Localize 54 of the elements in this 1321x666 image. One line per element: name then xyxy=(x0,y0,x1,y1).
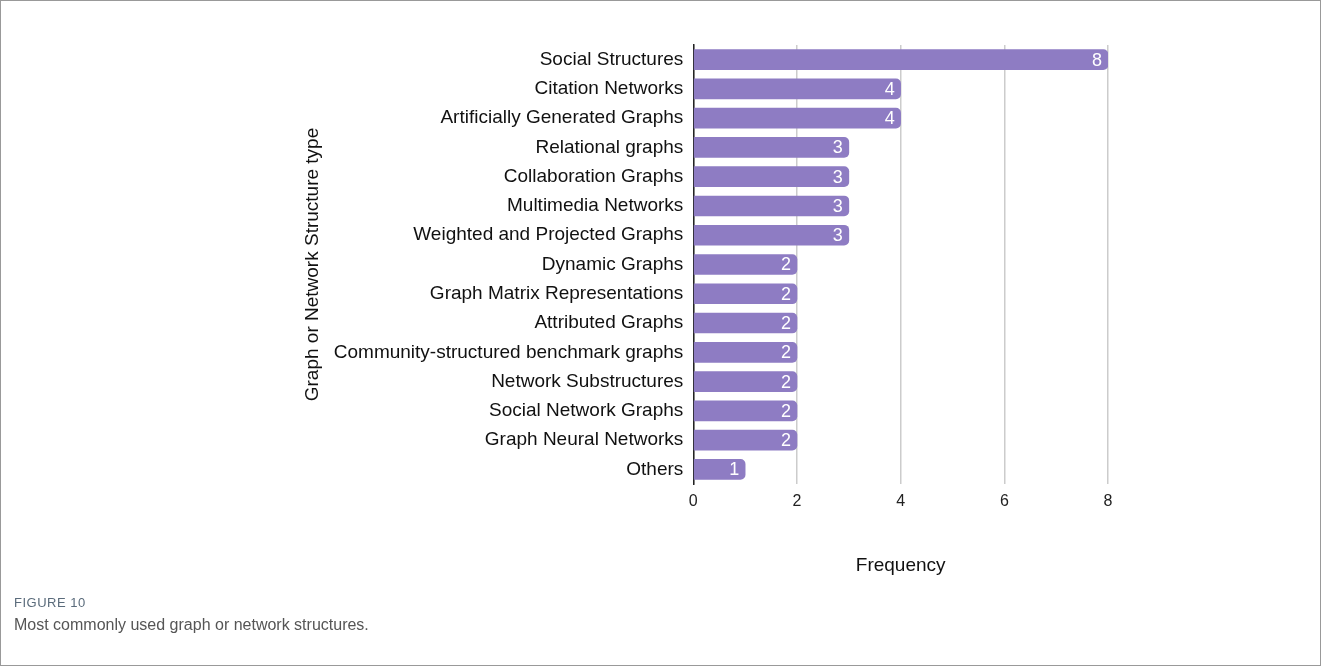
y-tick-label: Relational graphs xyxy=(535,135,684,157)
data-label: 2 xyxy=(780,430,791,451)
y-axis-title: Graph or Network Structure type xyxy=(300,127,322,402)
y-tick-label: Attributed Graphs xyxy=(534,311,684,333)
x-tick-label: 0 xyxy=(688,492,698,510)
data-label: 2 xyxy=(780,313,791,333)
bar xyxy=(693,254,798,275)
data-label: 2 xyxy=(780,342,791,363)
y-tick-label: Social Structures xyxy=(539,47,684,69)
bar xyxy=(693,224,850,246)
x-axis-title: Frequency xyxy=(855,553,947,575)
bar xyxy=(693,166,850,188)
data-label: 3 xyxy=(832,195,843,216)
data-label: 4 xyxy=(884,108,895,129)
y-tick-label: Others xyxy=(626,457,684,479)
data-label: 3 xyxy=(832,137,843,158)
text: Most commonly used graph or network structures. xyxy=(14,616,369,634)
x-tick-label: 6 xyxy=(999,492,1009,510)
data-label: 4 xyxy=(884,78,895,99)
bar xyxy=(693,78,901,100)
bar xyxy=(693,371,798,392)
bar xyxy=(693,429,798,451)
bar xyxy=(693,49,1108,70)
data-label: 2 xyxy=(780,371,791,392)
data-label: 8 xyxy=(1091,49,1102,70)
y-tick-label: Multimedia Networks xyxy=(507,194,684,216)
y-tick-label: Weighted and Projected Graphs xyxy=(413,223,684,245)
y-tick-label: Dynamic Graphs xyxy=(541,252,684,274)
bar xyxy=(693,459,746,480)
y-tick-label: Graph Matrix Representations xyxy=(429,282,684,303)
bar xyxy=(693,195,850,217)
data-label: 1 xyxy=(729,459,740,480)
bar xyxy=(693,283,798,305)
x-tick-label: 4 xyxy=(896,492,906,510)
data-label: 2 xyxy=(780,400,791,421)
y-tick-label: Community-structured benchmark graphs xyxy=(333,340,684,362)
x-tick-label: 8 xyxy=(1103,492,1113,510)
data-label: 3 xyxy=(832,225,843,246)
data-label: 2 xyxy=(780,254,791,275)
data-label: 3 xyxy=(832,166,843,187)
bar xyxy=(693,400,798,422)
bar xyxy=(693,137,850,158)
y-tick-label: Collaboration Graphs xyxy=(503,164,684,186)
y-tick-label: Social Network Graphs xyxy=(489,399,684,421)
y-tick-label: Graph Neural Networks xyxy=(484,428,684,450)
y-tick-label: Network Substructures xyxy=(491,369,684,391)
y-tick-label: Artificially Generated Graphs xyxy=(440,106,684,128)
x-tick-label: 2 xyxy=(792,492,802,510)
bar xyxy=(693,312,798,334)
caption: FIGURE 10 xyxy=(14,595,87,610)
data-label: 2 xyxy=(780,283,791,304)
y-tick-label: Citation Networks xyxy=(534,77,684,99)
bar xyxy=(693,107,901,129)
bar xyxy=(693,341,798,363)
